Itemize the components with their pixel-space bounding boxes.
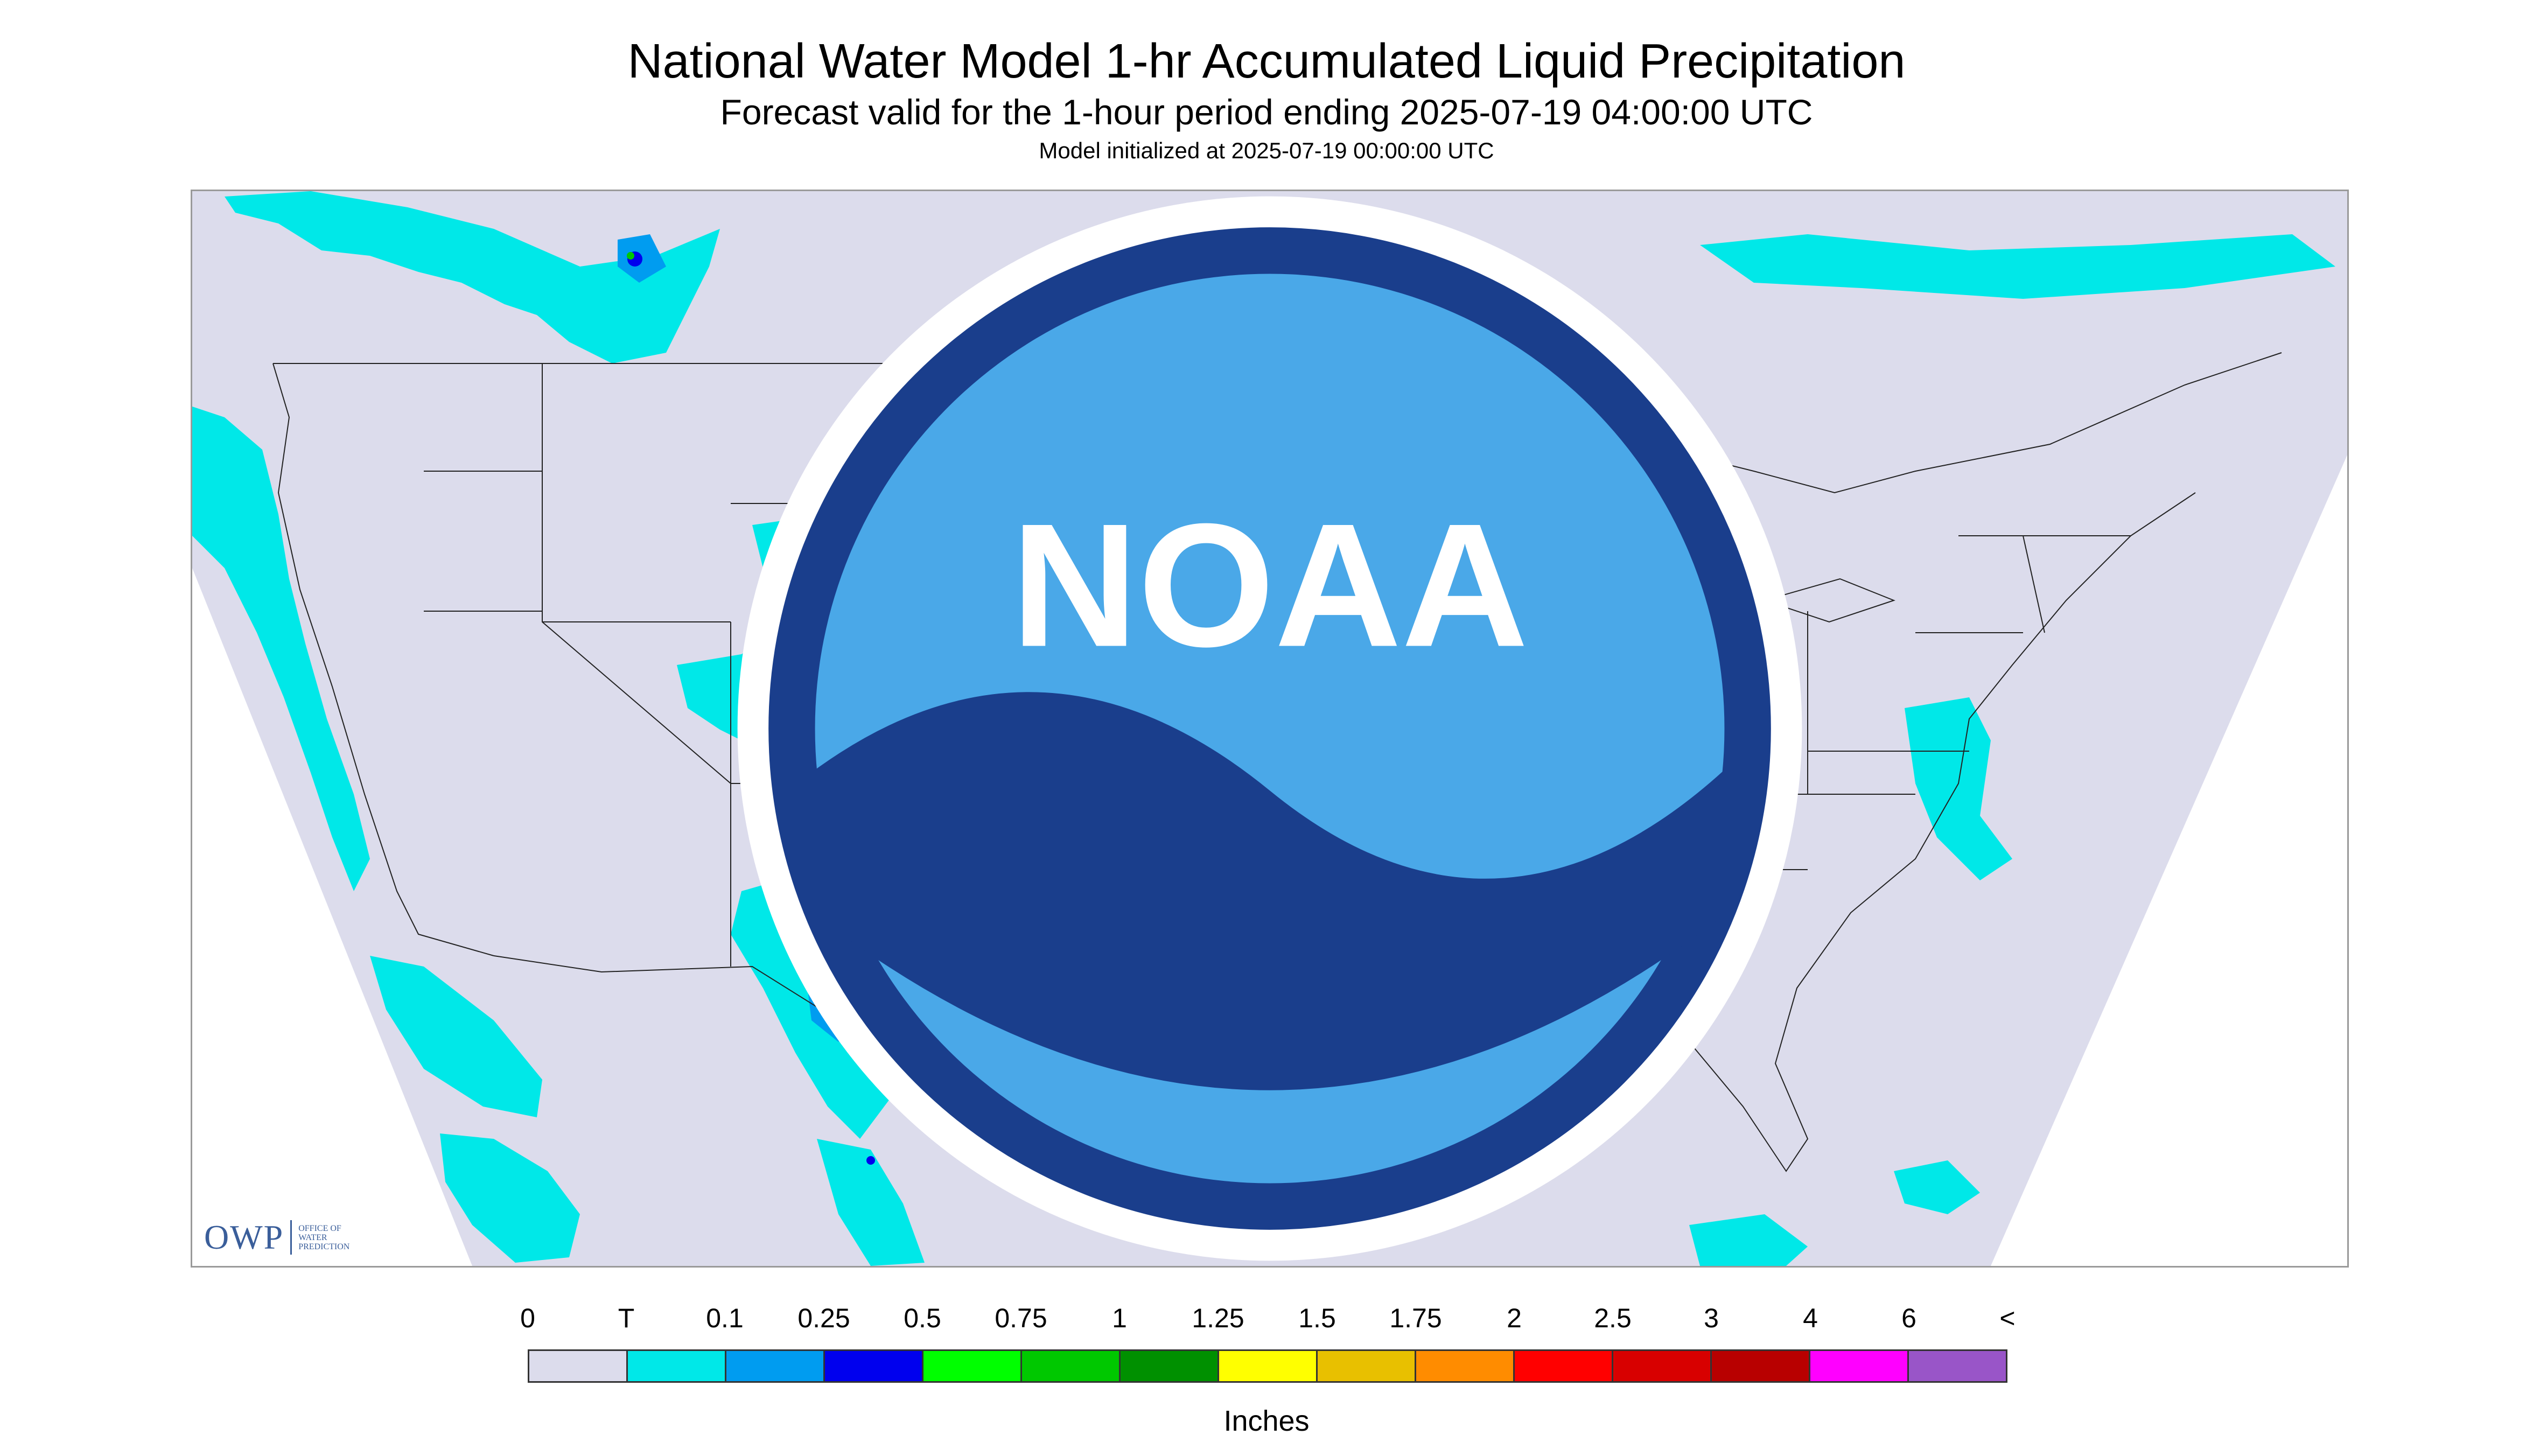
precip-area-atlantic-offshore [1894, 1160, 1980, 1214]
legend-swatch [1219, 1351, 1318, 1381]
owp-logo-line: WATER [298, 1233, 327, 1242]
legend-label: 2 [1507, 1303, 1522, 1333]
west-coast [272, 363, 494, 956]
precip-area-pacific-coast [192, 407, 370, 891]
legend-label: 0.75 [995, 1303, 1047, 1333]
map-subtitle: Forecast valid for the 1-hour period end… [720, 92, 1813, 132]
legend-label: 1.5 [1298, 1303, 1336, 1333]
precipitation-map: OWP OFFICE OF WATER PREDICTION NOAA [191, 190, 2349, 1268]
legend-swatch [1712, 1351, 1810, 1381]
legend-label: < [1999, 1303, 2016, 1333]
precip-area-mid-atlantic [1905, 697, 2012, 880]
legend-swatch [1121, 1351, 1219, 1381]
legend-label: 4 [1803, 1303, 1818, 1333]
legend-swatch [923, 1351, 1022, 1381]
legend-swatch [726, 1351, 825, 1381]
precip-area-quebec [1700, 234, 2335, 299]
legend-swatch [1909, 1351, 2006, 1381]
legend-label: 0 [520, 1303, 535, 1333]
precip-core-alberta-green [627, 252, 634, 260]
owp-logo-divider [290, 1220, 292, 1255]
legend-label: 0.5 [904, 1303, 941, 1333]
legend-swatch [628, 1351, 726, 1381]
precip-area-nw-canada [225, 191, 720, 363]
precip-area-baja-offshore [370, 956, 542, 1117]
legend-swatch [1416, 1351, 1515, 1381]
legend-swatch [1318, 1351, 1416, 1381]
legend-label: 1.25 [1192, 1303, 1244, 1333]
legend-label: 1 [1112, 1303, 1127, 1333]
owp-logo-line: OFFICE OF [298, 1223, 341, 1233]
precip-core-mexico [866, 1156, 875, 1165]
legend-label: 1.75 [1389, 1303, 1442, 1333]
noaa-logo-text: NOAA [1011, 487, 1529, 683]
model-init-line: Model initialized at 2025-07-19 00:00:00… [1039, 138, 1494, 163]
legend-label: 0.25 [797, 1303, 850, 1333]
legend-swatch [1515, 1351, 1613, 1381]
legend-swatch [1022, 1351, 1121, 1381]
precip-area-baja-south [440, 1133, 580, 1263]
owp-logo-line: PREDICTION [298, 1242, 350, 1251]
noaa-logo: NOAA [737, 196, 1802, 1261]
legend-units: Inches [1223, 1405, 1310, 1437]
legend-swatch [1613, 1351, 1712, 1381]
legend-swatch [529, 1351, 628, 1381]
legend-label: 3 [1704, 1303, 1719, 1333]
legend-swatch [1810, 1351, 1909, 1381]
owp-logo: OWP OFFICE OF WATER PREDICTION [204, 1217, 349, 1257]
legend-label: 2.5 [1594, 1303, 1632, 1333]
precip-area-mexico-sierra [817, 1139, 925, 1266]
precip-area-caribbean-gulf [1689, 1214, 1808, 1266]
owp-logo-abbrev: OWP [204, 1218, 284, 1256]
owp-logo-name: OFFICE OF WATER PREDICTION [298, 1224, 349, 1251]
legend-label: T [618, 1303, 635, 1333]
legend-label: 0.1 [706, 1303, 744, 1333]
legend-colorbar [528, 1349, 2007, 1383]
map-title: National Water Model 1-hr Accumulated Li… [627, 34, 1906, 88]
legend-swatch [825, 1351, 923, 1381]
legend-label: 6 [1901, 1303, 1916, 1333]
legend-labels: 0 T 0.1 0.25 0.5 0.75 1 1.25 1.5 1.75 2 … [0, 1302, 2533, 1340]
